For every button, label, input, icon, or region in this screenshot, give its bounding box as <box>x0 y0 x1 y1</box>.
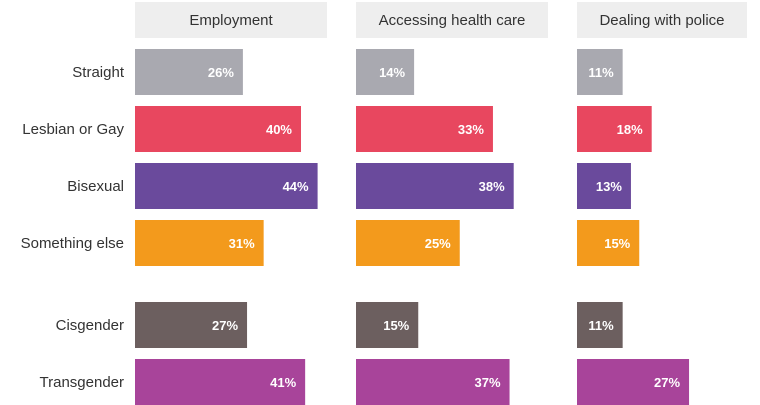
panel-header-dealing-with-police <box>577 2 747 38</box>
data-label-dealing-with-police-straight: 11% <box>588 65 614 80</box>
row-label-lesbian-or-gay: Lesbian or Gay <box>22 121 124 138</box>
data-label-employment-cisgender: 27% <box>212 318 238 333</box>
bar-employment-cisgender <box>135 302 248 348</box>
bar-employment-straight <box>135 49 243 95</box>
data-label-accessing-health-care-cisgender: 15% <box>383 318 409 333</box>
data-label-accessing-health-care-straight: 14% <box>379 65 405 80</box>
bar-accessing-health-care-bisexual <box>356 163 514 209</box>
row-label-cisgender: Cisgender <box>56 317 124 334</box>
data-label-employment-bisexual: 44% <box>283 179 309 194</box>
bar-dealing-with-police-lesbian-or-gay <box>577 106 652 152</box>
data-label-dealing-with-police-cisgender: 11% <box>588 318 614 333</box>
data-label-accessing-health-care-lesbian-or-gay: 33% <box>458 122 484 137</box>
row-label-straight: Straight <box>72 64 125 81</box>
data-label-dealing-with-police-lesbian-or-gay: 18% <box>617 122 643 137</box>
bar-dealing-with-police-something-else <box>577 220 640 266</box>
panel-header-accessing-health-care <box>356 2 548 38</box>
bar-dealing-with-police-transgender <box>577 359 690 405</box>
bar-accessing-health-care-transgender <box>356 359 510 405</box>
row-label-transgender: Transgender <box>40 374 125 391</box>
bar-accessing-health-care-lesbian-or-gay <box>356 106 493 152</box>
data-label-accessing-health-care-transgender: 37% <box>475 375 501 390</box>
data-label-accessing-health-care-bisexual: 38% <box>479 179 505 194</box>
bar-dealing-with-police-cisgender <box>577 302 623 348</box>
bar-employment-something-else <box>135 220 264 266</box>
bar-accessing-health-care-something-else <box>356 220 460 266</box>
bar-employment-bisexual <box>135 163 318 209</box>
data-label-employment-transgender: 41% <box>270 375 296 390</box>
bar-employment-lesbian-or-gay <box>135 106 301 152</box>
panel-header-employment <box>135 2 327 38</box>
data-label-employment-lesbian-or-gay: 40% <box>266 122 292 137</box>
row-label-bisexual: Bisexual <box>67 178 124 195</box>
panel-title-accessing-health-care: Accessing health care <box>379 12 526 29</box>
row-label-something-else: Something else <box>21 235 124 252</box>
bar-dealing-with-police-bisexual <box>577 163 631 209</box>
panel-title-dealing-with-police: Dealing with police <box>599 12 724 29</box>
data-label-employment-something-else: 31% <box>229 236 255 251</box>
data-label-accessing-health-care-something-else: 25% <box>425 236 451 251</box>
bar-accessing-health-care-straight <box>356 49 415 95</box>
bar-dealing-with-police-straight <box>577 49 623 95</box>
data-label-dealing-with-police-bisexual: 13% <box>596 179 622 194</box>
bar-employment-transgender <box>135 359 306 405</box>
data-label-dealing-with-police-something-else: 15% <box>604 236 630 251</box>
bar-accessing-health-care-cisgender <box>356 302 419 348</box>
panel-title-employment: Employment <box>189 12 273 29</box>
data-label-employment-straight: 26% <box>208 65 234 80</box>
data-label-dealing-with-police-transgender: 27% <box>654 375 680 390</box>
